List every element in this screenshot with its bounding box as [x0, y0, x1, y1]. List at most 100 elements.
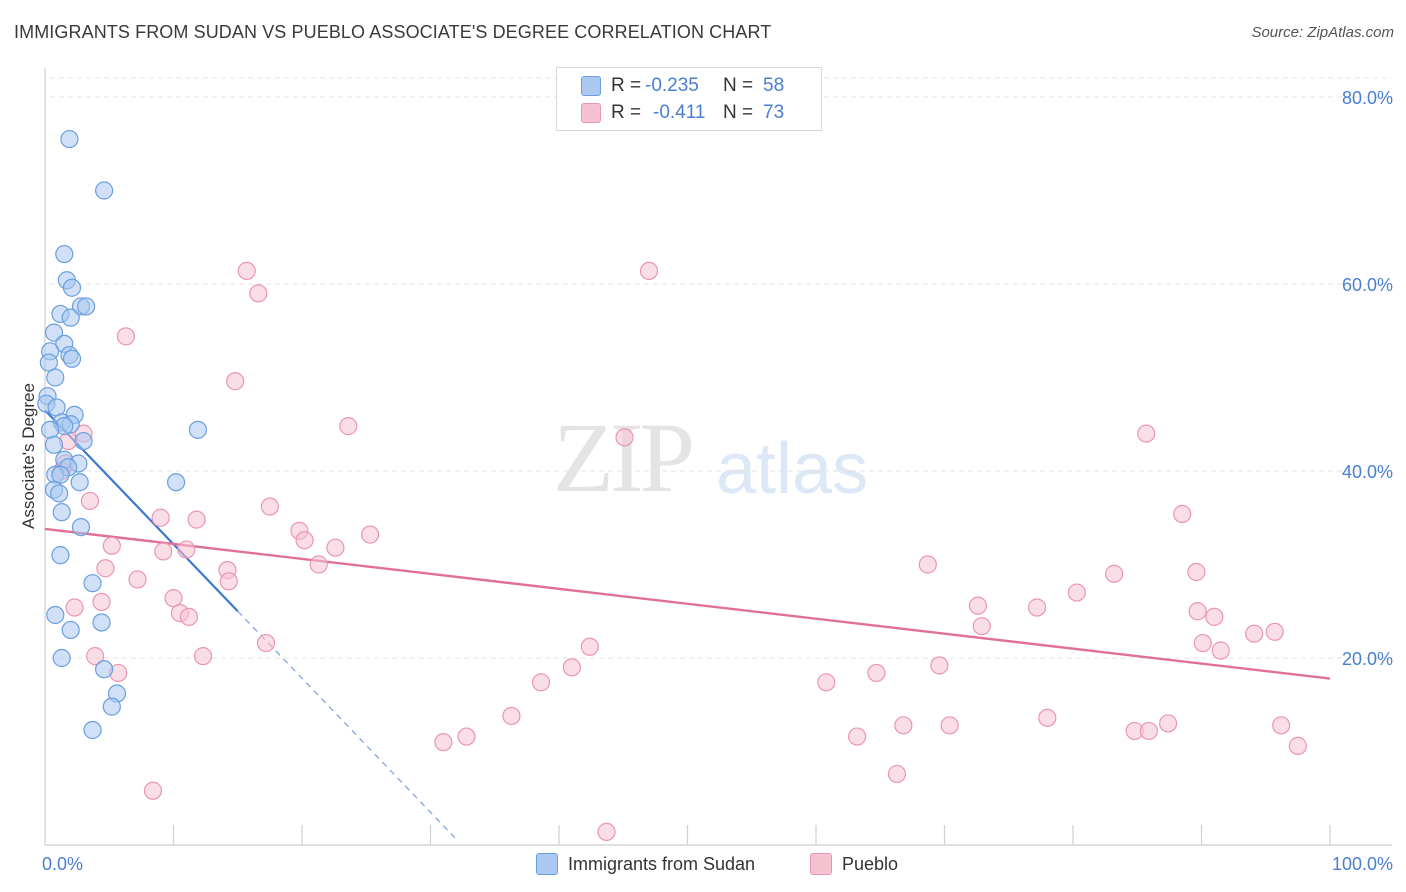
legend-r-value: -0.411	[653, 102, 706, 123]
pueblo-point	[887, 764, 907, 784]
pueblo-point	[226, 372, 245, 391]
trend-lines	[44, 409, 1331, 839]
pueblo-point	[502, 706, 521, 726]
pueblo-point	[86, 647, 105, 666]
pueblo-point	[848, 727, 867, 746]
legend-n-value: 73	[763, 102, 785, 123]
pueblo-point	[154, 542, 173, 561]
bottom-legend-swatch-pink	[810, 853, 832, 875]
pueblo-point	[187, 510, 206, 529]
pueblo-point	[237, 261, 256, 281]
pueblo-point	[116, 327, 136, 346]
legend-r-label: R =	[611, 102, 642, 123]
pueblo-point	[918, 555, 937, 574]
pueblo-point	[531, 673, 551, 692]
sudan-point	[39, 353, 58, 372]
sudan-point	[62, 278, 82, 297]
chart-title: IMMIGRANTS FROM SUDAN VS PUEBLO ASSOCIAT…	[14, 22, 772, 42]
pueblo-point	[930, 656, 949, 675]
sudan-point	[102, 697, 121, 716]
pueblo-point	[1139, 721, 1158, 741]
pueblo-point	[177, 540, 196, 559]
pueblo-point	[1158, 714, 1178, 733]
sudan-point	[61, 620, 80, 640]
pueblo-point	[1187, 562, 1206, 582]
legend-n-value: 58	[763, 75, 785, 96]
sudan-point	[60, 129, 79, 149]
pueblo-point	[179, 607, 199, 626]
pueblo-point	[1188, 602, 1207, 621]
sudan-point	[83, 720, 102, 740]
legend-row-sudan: R = -0.235 N = 58	[581, 73, 784, 99]
pueblo-trend-line	[44, 527, 1331, 680]
pueblo-point	[434, 733, 453, 752]
pueblo-point	[1027, 598, 1047, 617]
sudan-point	[74, 431, 93, 451]
source-label: Source: ZipAtlas.com	[1251, 24, 1394, 41]
pueblo-point	[256, 633, 276, 653]
pueblo-point	[80, 491, 100, 511]
pueblo-point	[295, 531, 314, 550]
y-axis-title: Associate's Degree	[19, 383, 38, 529]
bottom-legend-label-pueblo: Pueblo	[842, 853, 899, 874]
axis-labels: 20.0% 40.0% 60.0% 80.0% 0.0% 100.0% Associate'…	[19, 88, 1393, 874]
pueblo-point	[1067, 583, 1086, 602]
pueblo-point	[940, 716, 959, 735]
pueblo-point	[339, 417, 358, 436]
pueblo-point	[193, 647, 213, 666]
legend-n-label: N =	[723, 102, 754, 123]
x-tick-label-max: 100.0%	[1332, 854, 1393, 874]
pueblo-point	[219, 572, 238, 591]
watermark-zip: ZIP	[553, 402, 695, 513]
pueblo-point	[102, 536, 121, 555]
sudan-point	[166, 473, 186, 492]
pueblo-point	[96, 559, 115, 578]
pueblo-point	[639, 261, 659, 281]
pueblo-point	[457, 727, 476, 746]
sudan-point	[44, 323, 64, 342]
y-tick-label: 60.0%	[1342, 275, 1393, 295]
pueblo-point	[260, 497, 279, 516]
bottom-legend-pueblo: Pueblo	[810, 852, 898, 876]
sudan-point	[52, 648, 71, 668]
pueblo-point	[817, 673, 836, 692]
pueblo-point	[65, 598, 84, 617]
legend-row-pueblo: R = -0.411 N = 73	[581, 100, 784, 126]
pueblo-point	[867, 663, 886, 683]
sudan-point	[83, 574, 102, 593]
sudan-point	[77, 297, 96, 316]
y-tick-label: 40.0%	[1342, 462, 1393, 482]
pueblo-point	[151, 508, 170, 527]
bottom-legend-sudan: Immigrants from Sudan	[536, 852, 755, 876]
sudan-point	[95, 660, 114, 679]
pueblo-point	[1288, 736, 1307, 755]
sudan-trend-extension	[237, 610, 456, 839]
legend-swatch-pink	[581, 103, 601, 123]
sudan-point	[55, 244, 74, 264]
pueblo-point	[128, 570, 147, 589]
pueblo-point	[1211, 641, 1230, 660]
sudan-point	[52, 503, 71, 522]
pueblo-point	[1193, 633, 1212, 653]
y-tick-label: 20.0%	[1342, 649, 1393, 669]
sudan-point	[70, 473, 89, 492]
bottom-legend-swatch-blue	[536, 853, 558, 875]
pueblo-point	[309, 555, 328, 574]
pueblo-point	[1272, 716, 1291, 735]
legend-swatch-blue	[581, 76, 601, 96]
pueblo-point	[580, 637, 599, 656]
pueblo-point	[597, 822, 616, 842]
legend-r-label: R =	[611, 75, 642, 96]
sudan-point	[51, 465, 70, 484]
y-tick-label: 80.0%	[1342, 88, 1393, 108]
sudan-point	[50, 484, 69, 503]
bottom-legend-label-sudan: Immigrants from Sudan	[568, 853, 756, 874]
pueblo-point	[972, 617, 991, 636]
pueblo-point	[1245, 624, 1264, 643]
pueblo-point	[92, 592, 111, 612]
pueblo-point	[143, 781, 163, 800]
correlation-legend: R = -0.235 N = 58 R = -0.411 N = 73	[556, 67, 822, 131]
watermark-atlas: atlas	[716, 429, 869, 509]
pueblo-point	[1265, 622, 1284, 641]
